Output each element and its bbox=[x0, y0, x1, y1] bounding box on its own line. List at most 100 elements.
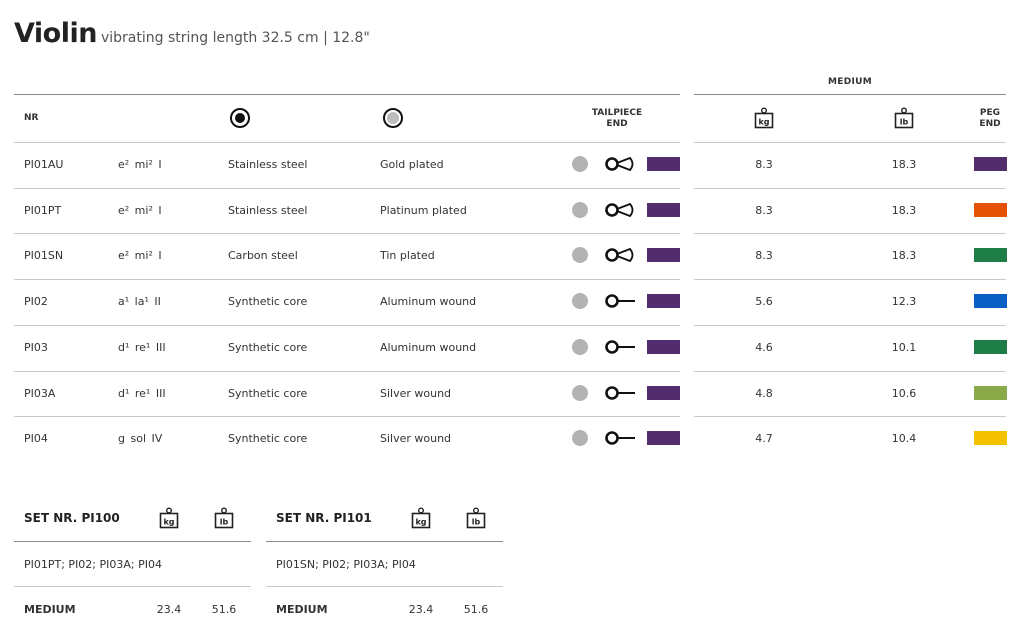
row-rule-right bbox=[694, 233, 1006, 235]
weight-icon: kg bbox=[411, 507, 431, 529]
ring-circle-icon bbox=[383, 108, 403, 128]
table-row-winding: Aluminum wound bbox=[380, 295, 477, 309]
kg-icon-label: kg bbox=[415, 518, 426, 527]
kg-icon-label: kg bbox=[758, 118, 769, 127]
table-row-winding: Aluminum wound bbox=[380, 340, 477, 354]
set-tension-label: MEDIUM bbox=[24, 603, 76, 616]
peg-color-swatch bbox=[974, 431, 1007, 446]
set-kg: 23.4 bbox=[408, 603, 434, 616]
set-rule bbox=[266, 541, 503, 542]
row-rule-left bbox=[14, 279, 680, 281]
table-row-nr: PI01SN bbox=[24, 249, 64, 263]
set-rule bbox=[14, 541, 251, 542]
tailpiece-color-swatch bbox=[647, 157, 680, 171]
weight-icon: lb bbox=[466, 507, 486, 529]
set-rule bbox=[14, 586, 251, 587]
table-row-winding: Tin plated bbox=[380, 249, 435, 263]
row-rule-right bbox=[694, 416, 1006, 418]
table-row-core: Stainless steel bbox=[228, 158, 308, 171]
set-tension-label: MEDIUM bbox=[276, 603, 328, 616]
tailpiece-color-swatch bbox=[647, 248, 680, 263]
ball-end-icon bbox=[604, 293, 636, 309]
loop-end-icon bbox=[604, 202, 636, 218]
weight-icon: lb bbox=[214, 507, 234, 529]
material-dot-icon bbox=[572, 156, 588, 172]
table-row-lb: 18.3 bbox=[891, 249, 917, 263]
table-row-lb: 10.4 bbox=[891, 432, 917, 446]
row-rule-right bbox=[694, 142, 1006, 143]
table-row-lb: 18.3 bbox=[891, 158, 917, 171]
loop-end-icon bbox=[604, 247, 636, 263]
table-row-kg: 4.6 bbox=[755, 340, 773, 354]
row-rule-right bbox=[694, 324, 1006, 326]
row-rule-left bbox=[14, 187, 680, 189]
table-row-nr: PI02 bbox=[24, 295, 48, 309]
table-row-kg: 8.3 bbox=[755, 158, 773, 171]
peg-color-swatch bbox=[974, 385, 1007, 400]
table-row-core: Synthetic core bbox=[228, 295, 308, 309]
weight-icon: lb bbox=[894, 107, 914, 129]
tailpiece-color-swatch bbox=[647, 294, 680, 309]
set-lb: 51.6 bbox=[463, 603, 489, 616]
row-rule-right bbox=[694, 370, 1006, 372]
peg-color-swatch bbox=[974, 339, 1007, 354]
peg-color-swatch bbox=[974, 248, 1007, 263]
table-row-kg: 4.7 bbox=[755, 432, 773, 446]
ball-end-icon bbox=[604, 430, 636, 446]
ball-end-icon bbox=[604, 339, 636, 355]
tailpiece-color-swatch bbox=[647, 339, 680, 354]
table-row-core: Stainless steel bbox=[228, 203, 308, 217]
row-rule-left bbox=[14, 416, 680, 418]
instrument-title: Violin bbox=[14, 18, 97, 49]
kg-icon-label: kg bbox=[163, 518, 174, 527]
lb-icon-label: lb bbox=[900, 118, 909, 127]
table-row-note: d¹ re¹ III bbox=[118, 340, 166, 354]
table-row-nr: PI01PT bbox=[24, 203, 62, 217]
table-row-note: a¹ la¹ II bbox=[118, 295, 161, 309]
page-title: Violin vibrating string length 32.5 cm | … bbox=[14, 18, 370, 49]
row-rule-right bbox=[694, 279, 1006, 281]
row-rule-left bbox=[14, 142, 680, 143]
row-rule-left bbox=[14, 370, 680, 372]
weight-icon: kg bbox=[754, 107, 774, 129]
set-rule bbox=[266, 586, 503, 587]
material-dot-icon bbox=[572, 247, 588, 264]
row-rule-left bbox=[14, 324, 680, 326]
table-row-winding: Gold plated bbox=[380, 158, 444, 171]
table-row-winding: Silver wound bbox=[380, 386, 452, 400]
table-row-core: Synthetic core bbox=[228, 386, 308, 400]
table-row-nr: PI03A bbox=[24, 386, 56, 400]
instrument-subtitle: vibrating string length 32.5 cm | 12.8" bbox=[100, 30, 370, 46]
table-row-winding: Silver wound bbox=[380, 432, 452, 446]
set-kg: 23.4 bbox=[156, 603, 182, 616]
table-row-winding: Platinum plated bbox=[380, 203, 467, 217]
material-dot-icon bbox=[572, 201, 588, 218]
tailpiece-color-swatch bbox=[647, 385, 680, 400]
tailpiece-color-swatch bbox=[647, 431, 680, 446]
col-header-nr: NR bbox=[24, 113, 39, 123]
material-dot-icon bbox=[572, 430, 588, 447]
set-lb: 51.6 bbox=[211, 603, 237, 616]
lb-icon-label: lb bbox=[472, 518, 481, 527]
peg-color-swatch bbox=[974, 202, 1007, 217]
set-title: SET NR. PI100 bbox=[24, 511, 120, 525]
table-top-rule-right bbox=[694, 94, 1006, 95]
peg-color-swatch bbox=[974, 157, 1007, 171]
table-row-kg: 4.8 bbox=[755, 386, 773, 400]
table-row-kg: 8.3 bbox=[755, 249, 773, 263]
table-row-lb: 10.1 bbox=[891, 340, 917, 354]
material-dot-icon bbox=[572, 293, 588, 310]
col-header-peg-end: PEG END bbox=[979, 108, 1001, 129]
table-row-lb: 18.3 bbox=[891, 203, 917, 217]
table-row-core: Carbon steel bbox=[228, 249, 298, 263]
table-row-lb: 12.3 bbox=[891, 295, 917, 309]
set-title: SET NR. PI101 bbox=[276, 511, 372, 525]
tailpiece-color-swatch bbox=[647, 202, 680, 217]
ball-end-icon bbox=[604, 385, 636, 401]
table-row-note: e² mi² I bbox=[118, 203, 162, 217]
table-row-core: Synthetic core bbox=[228, 340, 308, 354]
weight-icon: kg bbox=[159, 507, 179, 529]
table-row-nr: PI03 bbox=[24, 340, 48, 354]
lb-icon-label: lb bbox=[220, 518, 229, 527]
table-row-kg: 5.6 bbox=[755, 295, 773, 309]
